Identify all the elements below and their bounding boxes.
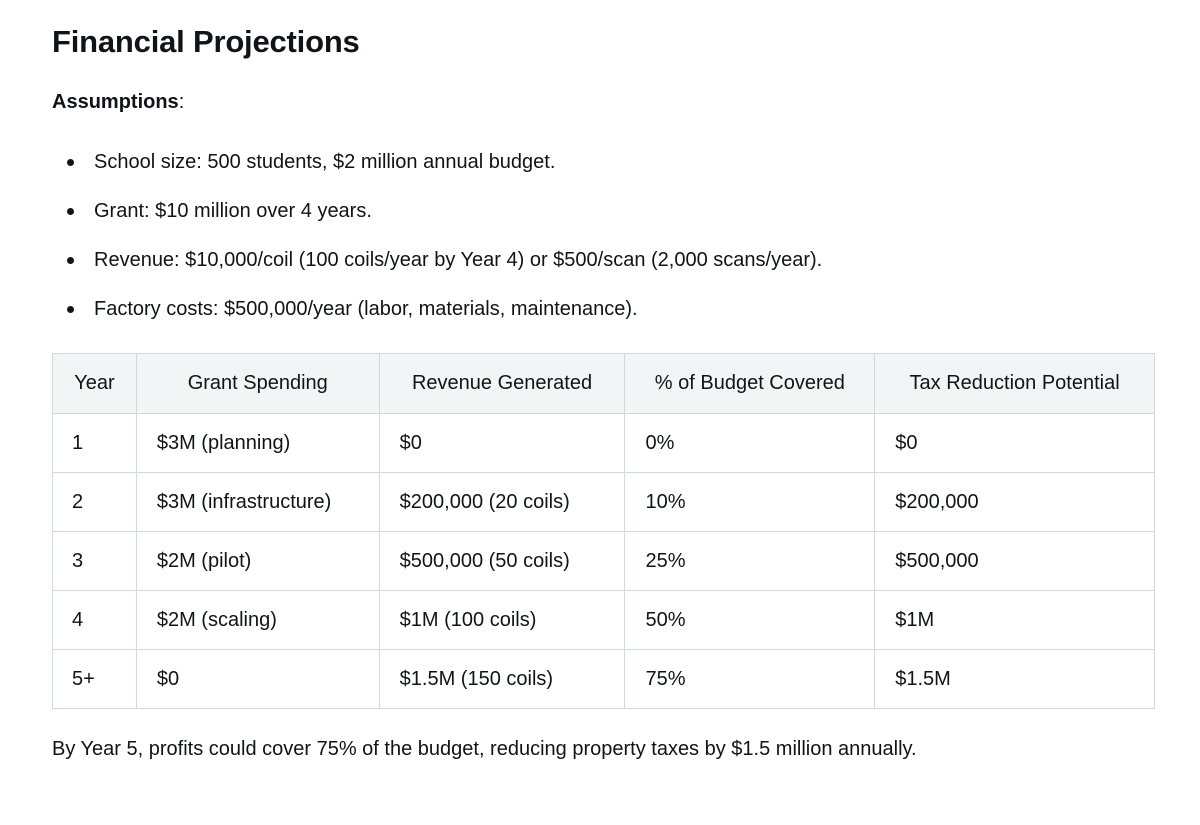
list-item: Grant: $10 million over 4 years. (52, 195, 822, 244)
cell-revenue-generated: $1M (100 coils) (378, 590, 626, 650)
cell-year: 2 (52, 472, 137, 532)
bullet-icon (67, 159, 74, 166)
cell-budget-covered: 50% (624, 590, 876, 650)
table-header-row: Year Grant Spending Revenue Generated % … (52, 353, 1155, 414)
table-row: 3 $2M (pilot) $500,000 (50 coils) 25% $5… (52, 531, 1155, 591)
conclusion-paragraph: By Year 5, profits could cover 75% of th… (52, 738, 917, 760)
cell-budget-covered: 25% (624, 531, 876, 591)
assumptions-list: School size: 500 students, $2 million an… (52, 146, 822, 342)
table-row: 4 $2M (scaling) $1M (100 coils) 50% $1M (52, 590, 1155, 650)
table-row: 2 $3M (infrastructure) $200,000 (20 coil… (52, 472, 1155, 532)
cell-year: 1 (52, 413, 137, 473)
cell-revenue-generated: $0 (378, 413, 626, 473)
bullet-icon (67, 208, 74, 215)
cell-tax-reduction: $1M (874, 590, 1155, 650)
list-item: Revenue: $10,000/coil (100 coils/year by… (52, 244, 822, 293)
header-grant-spending: Grant Spending (135, 353, 380, 414)
table-row: 1 $3M (planning) $0 0% $0 (52, 413, 1155, 473)
cell-tax-reduction: $1.5M (874, 649, 1155, 709)
assumptions-colon: : (178, 91, 185, 113)
cell-revenue-generated: $200,000 (20 coils) (378, 472, 626, 532)
page-title: Financial Projections (52, 24, 360, 59)
cell-year: 3 (52, 531, 137, 591)
cell-revenue-generated: $500,000 (50 coils) (378, 531, 626, 591)
cell-tax-reduction: $500,000 (874, 531, 1155, 591)
assumptions-label: Assumptions (52, 91, 179, 113)
cell-year: 5+ (52, 649, 137, 709)
cell-grant-spending: $3M (infrastructure) (135, 472, 380, 532)
header-revenue-generated: Revenue Generated (378, 353, 626, 414)
list-item-text: Revenue: $10,000/coil (100 coils/year by… (94, 249, 823, 271)
cell-budget-covered: 0% (624, 413, 876, 473)
list-item-text: School size: 500 students, $2 million an… (94, 151, 556, 173)
list-item-text: Factory costs: $500,000/year (labor, mat… (94, 298, 638, 320)
bullet-icon (67, 257, 74, 264)
cell-tax-reduction: $0 (874, 413, 1155, 473)
cell-budget-covered: 10% (624, 472, 876, 532)
list-item-text: Grant: $10 million over 4 years. (94, 200, 372, 222)
header-tax-reduction: Tax Reduction Potential (874, 353, 1155, 414)
cell-grant-spending: $2M (scaling) (135, 590, 380, 650)
cell-grant-spending: $0 (135, 649, 380, 709)
cell-revenue-generated: $1.5M (150 coils) (378, 649, 626, 709)
table-row: 5+ $0 $1.5M (150 coils) 75% $1.5M (52, 649, 1155, 709)
assumptions-heading: Assumptions: (52, 91, 184, 114)
cell-tax-reduction: $200,000 (874, 472, 1155, 532)
header-year: Year (52, 353, 137, 414)
cell-budget-covered: 75% (624, 649, 876, 709)
cell-grant-spending: $3M (planning) (135, 413, 380, 473)
cell-year: 4 (52, 590, 137, 650)
cell-grant-spending: $2M (pilot) (135, 531, 380, 591)
list-item: Factory costs: $500,000/year (labor, mat… (52, 293, 822, 342)
projections-table: Year Grant Spending Revenue Generated % … (52, 353, 1155, 709)
list-item: School size: 500 students, $2 million an… (52, 146, 822, 195)
bullet-icon (67, 306, 74, 313)
header-budget-covered: % of Budget Covered (624, 353, 876, 414)
